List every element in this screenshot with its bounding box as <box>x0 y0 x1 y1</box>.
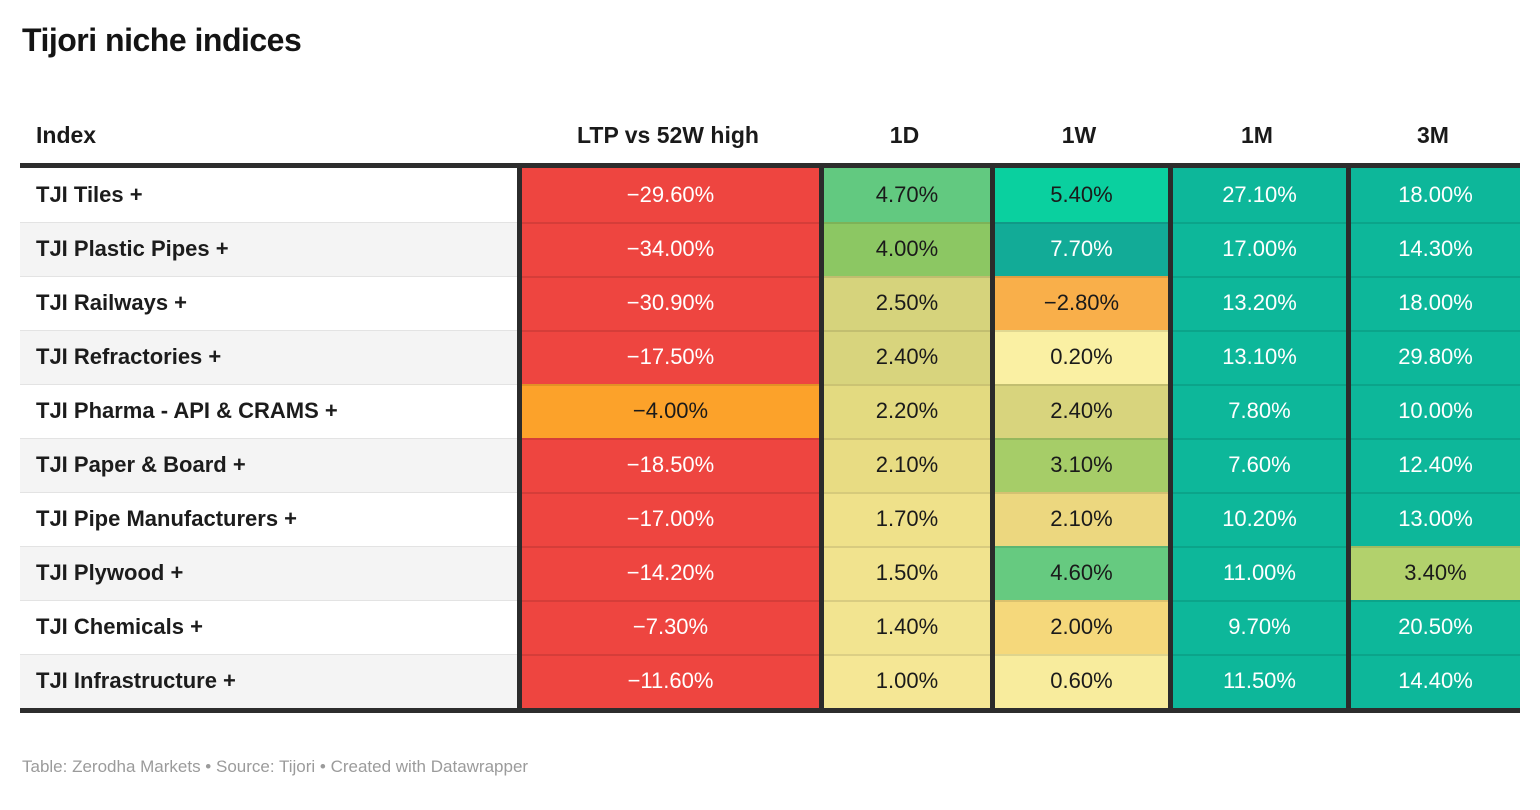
indices-table: Index LTP vs 52W high 1D 1W 1M 3M TJI Ti… <box>20 107 1520 713</box>
3m-cell: 14.30% <box>1346 222 1520 276</box>
1m-cell: 11.00% <box>1168 546 1346 600</box>
1m-cell: 13.20% <box>1168 276 1346 330</box>
1m-cell: 11.50% <box>1168 654 1346 708</box>
3m-cell: 14.40% <box>1346 654 1520 708</box>
ltp-vs-52w-high-cell: −11.60% <box>517 654 819 708</box>
1w-cell: 4.60% <box>990 546 1168 600</box>
3m-cell: 20.50% <box>1346 600 1520 654</box>
row-label: TJI Tiles + <box>20 168 517 222</box>
row-label: TJI Plastic Pipes + <box>20 222 517 276</box>
ltp-vs-52w-high-cell: −14.20% <box>517 546 819 600</box>
3m-cell: 18.00% <box>1346 276 1520 330</box>
1w-cell: 7.70% <box>990 222 1168 276</box>
1d-cell: 2.10% <box>819 438 990 492</box>
3m-cell: 18.00% <box>1346 168 1520 222</box>
column-header-ltp-vs-52w-high: LTP vs 52W high <box>577 121 759 148</box>
1m-cell: 17.00% <box>1168 222 1346 276</box>
row-label: TJI Paper & Board + <box>20 438 517 492</box>
1d-cell: 1.70% <box>819 492 990 546</box>
3m-cell: 13.00% <box>1346 492 1520 546</box>
1d-cell: 1.40% <box>819 600 990 654</box>
ltp-vs-52w-high-cell: −34.00% <box>517 222 819 276</box>
column-header-1w: 1W <box>1061 121 1097 148</box>
1d-cell: 4.70% <box>819 168 990 222</box>
page-title: Tijori niche indices <box>22 22 302 58</box>
row-label: TJI Railways + <box>20 276 517 330</box>
1m-cell: 9.70% <box>1168 600 1346 654</box>
column-header-1m: 1M <box>1241 121 1273 148</box>
1w-cell: 2.00% <box>990 600 1168 654</box>
row-label: TJI Chemicals + <box>20 600 517 654</box>
table-row: TJI Plywood + −14.20% 1.50% 4.60% 11.00%… <box>20 546 1520 600</box>
table-row: TJI Plastic Pipes + −34.00% 4.00% 7.70% … <box>20 222 1520 276</box>
3m-cell: 10.00% <box>1346 384 1520 438</box>
ltp-vs-52w-high-cell: −17.00% <box>517 492 819 546</box>
3m-cell: 3.40% <box>1346 546 1520 600</box>
table-row: TJI Tiles + −29.60% 4.70% 5.40% 27.10% 1… <box>20 168 1520 222</box>
1w-cell: 5.40% <box>990 168 1168 222</box>
1d-cell: 1.00% <box>819 654 990 708</box>
1d-cell: 4.00% <box>819 222 990 276</box>
ltp-vs-52w-high-cell: −18.50% <box>517 438 819 492</box>
table-row: TJI Refractories + −17.50% 2.40% 0.20% 1… <box>20 330 1520 384</box>
1d-cell: 2.50% <box>819 276 990 330</box>
row-label: TJI Pipe Manufacturers + <box>20 492 517 546</box>
table-row: TJI Pharma - API & CRAMS + −4.00% 2.20% … <box>20 384 1520 438</box>
table-row: TJI Paper & Board + −18.50% 2.10% 3.10% … <box>20 438 1520 492</box>
3m-cell: 12.40% <box>1346 438 1520 492</box>
1w-cell: 0.60% <box>990 654 1168 708</box>
1w-cell: 0.20% <box>990 330 1168 384</box>
1m-cell: 7.60% <box>1168 438 1346 492</box>
table-header-row: Index LTP vs 52W high 1D 1W 1M 3M <box>20 107 1520 163</box>
ltp-vs-52w-high-cell: −29.60% <box>517 168 819 222</box>
3m-cell: 29.80% <box>1346 330 1520 384</box>
1w-cell: 3.10% <box>990 438 1168 492</box>
1m-cell: 13.10% <box>1168 330 1346 384</box>
ltp-vs-52w-high-cell: −30.90% <box>517 276 819 330</box>
1w-cell: 2.10% <box>990 492 1168 546</box>
1m-cell: 10.20% <box>1168 492 1346 546</box>
1d-cell: 1.50% <box>819 546 990 600</box>
row-label: TJI Plywood + <box>20 546 517 600</box>
attribution-footer: Table: Zerodha Markets • Source: Tijori … <box>22 757 529 776</box>
ltp-vs-52w-high-cell: −7.30% <box>517 600 819 654</box>
table-row: TJI Chemicals + −7.30% 1.40% 2.00% 9.70%… <box>20 600 1520 654</box>
table-row: TJI Pipe Manufacturers + −17.00% 1.70% 2… <box>20 492 1520 546</box>
ltp-vs-52w-high-cell: −17.50% <box>517 330 819 384</box>
1w-cell: 2.40% <box>990 384 1168 438</box>
row-label: TJI Pharma - API & CRAMS + <box>20 384 517 438</box>
row-label: TJI Refractories + <box>20 330 517 384</box>
column-header-index: Index <box>36 121 97 148</box>
row-label: TJI Infrastructure + <box>20 654 517 708</box>
1m-cell: 27.10% <box>1168 168 1346 222</box>
column-header-3m: 3M <box>1417 121 1449 148</box>
column-header-1d: 1D <box>889 121 920 148</box>
1m-cell: 7.80% <box>1168 384 1346 438</box>
table-row: TJI Infrastructure + −11.60% 1.00% 0.60%… <box>20 654 1520 708</box>
1d-cell: 2.20% <box>819 384 990 438</box>
1d-cell: 2.40% <box>819 330 990 384</box>
1w-cell: −2.80% <box>990 276 1168 330</box>
table-row: TJI Railways + −30.90% 2.50% −2.80% 13.2… <box>20 276 1520 330</box>
ltp-vs-52w-high-cell: −4.00% <box>517 384 819 438</box>
table-body: TJI Tiles + −29.60% 4.70% 5.40% 27.10% 1… <box>20 163 1520 713</box>
